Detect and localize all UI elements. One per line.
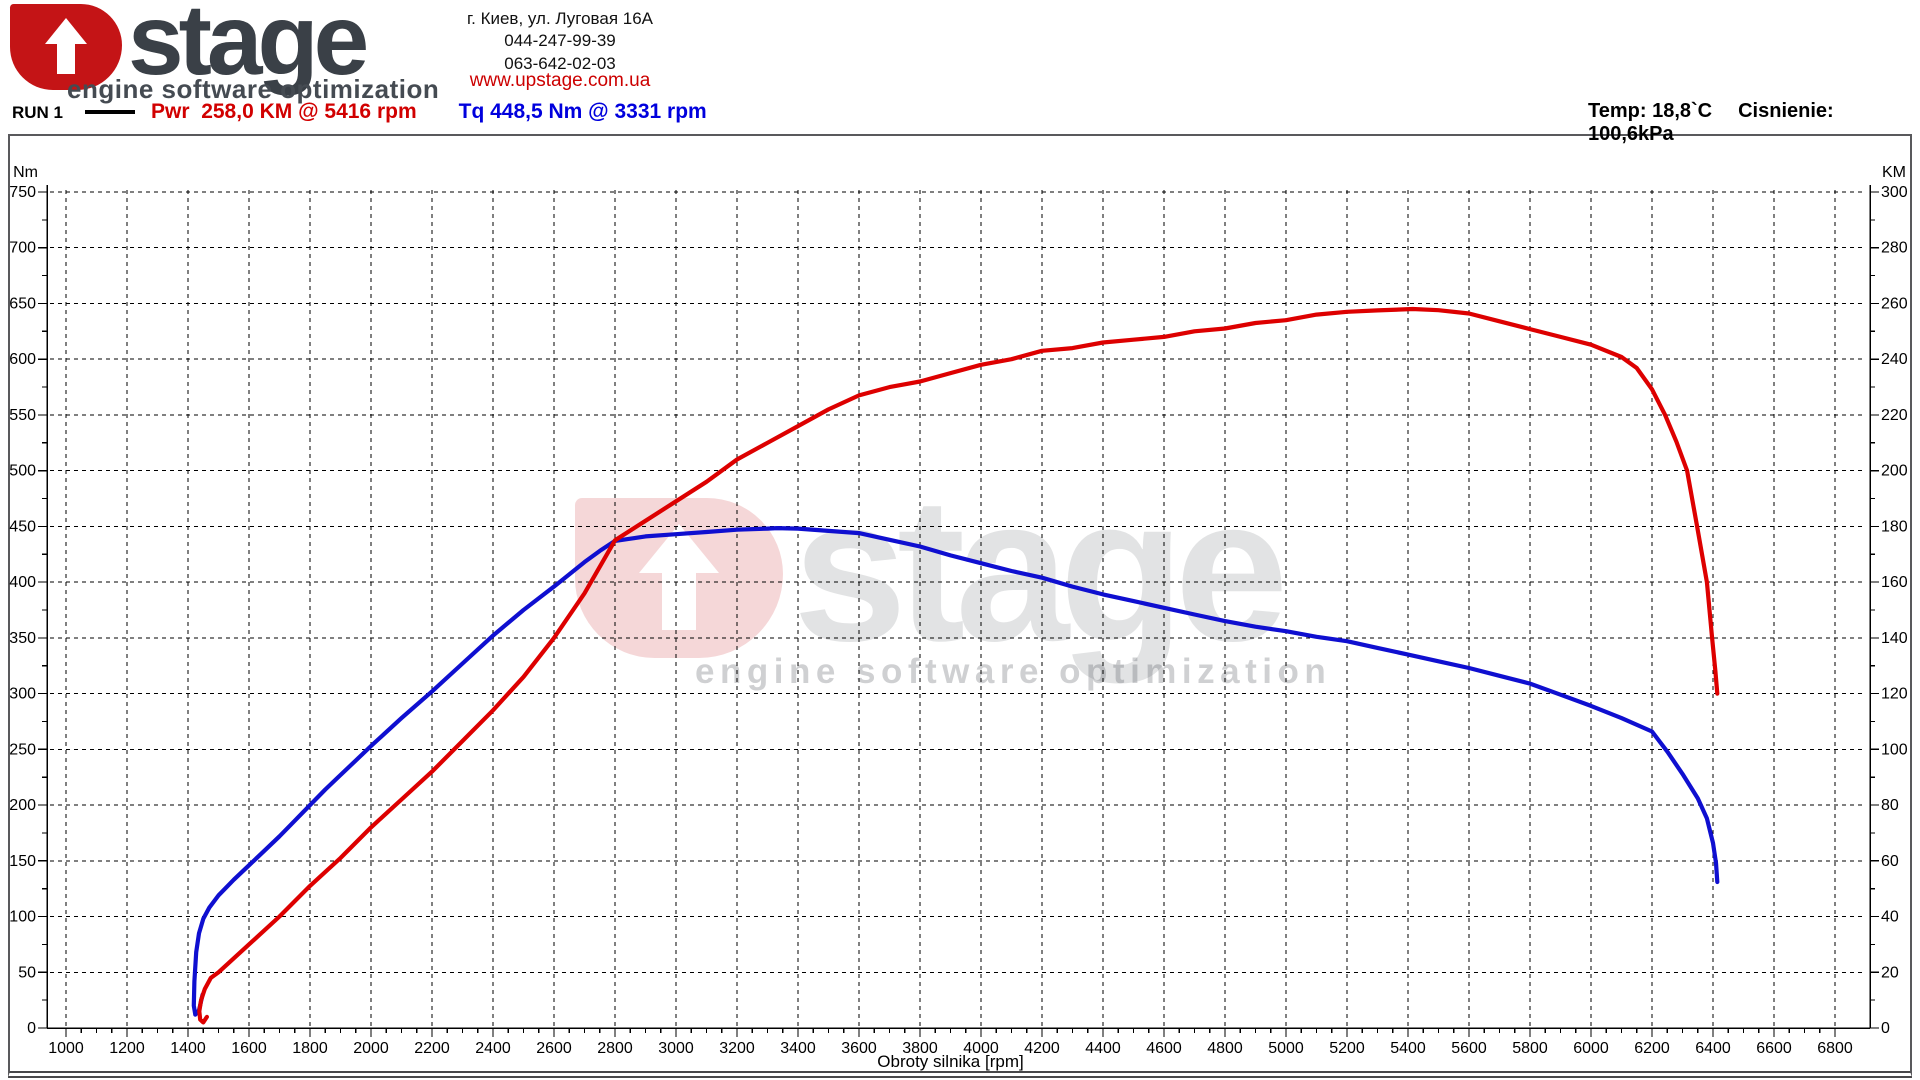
svg-text:240: 240	[1881, 351, 1908, 368]
svg-text:2800: 2800	[597, 1040, 633, 1057]
svg-text:6200: 6200	[1634, 1040, 1670, 1057]
svg-text:5400: 5400	[1390, 1040, 1426, 1057]
svg-text:450: 450	[9, 518, 36, 535]
svg-text:180: 180	[1881, 518, 1908, 535]
power-curve	[197, 306, 1720, 1025]
left-axis-unit: Nm	[13, 164, 38, 181]
svg-text:600: 600	[9, 351, 36, 368]
svg-text:2400: 2400	[475, 1040, 511, 1057]
svg-text:550: 550	[9, 407, 36, 424]
svg-text:4000: 4000	[963, 1040, 999, 1057]
chart-panel	[8, 134, 1912, 1078]
svg-text:220: 220	[1881, 407, 1908, 424]
svg-text:300: 300	[1881, 184, 1908, 201]
svg-text:80: 80	[1881, 797, 1899, 814]
svg-text:120: 120	[1881, 686, 1908, 703]
svg-text:6600: 6600	[1756, 1040, 1792, 1057]
torque-peak-readout: Tq 448,5 Nm @ 3331 rpm	[458, 100, 707, 123]
right-axis: 0 20 40 60 80 100 120 140 160 180 200 220 240 260 280 3…	[1870, 164, 1908, 1037]
pressure-readout: Cisnienie: 100,6kPa	[1588, 100, 1834, 145]
svg-text:4400: 4400	[1085, 1040, 1121, 1057]
svg-text:140: 140	[1881, 630, 1908, 647]
run-legend-line-swatch	[85, 109, 136, 114]
power-peak-readout: Pwr 258,0 KM @ 5416 rpm	[151, 100, 417, 123]
svg-text:200: 200	[9, 797, 36, 814]
svg-text:150: 150	[9, 853, 36, 870]
address-line: г. Киев, ул. Луговая 16А	[467, 9, 653, 28]
svg-text:6000: 6000	[1573, 1040, 1609, 1057]
svg-text:1600: 1600	[231, 1040, 267, 1057]
upstage-logo: stage	[10, 0, 369, 96]
phone-number: 063-642-02-03	[504, 53, 616, 73]
svg-text:3800: 3800	[902, 1040, 938, 1057]
svg-text:2000: 2000	[353, 1040, 389, 1057]
svg-text:2200: 2200	[414, 1040, 450, 1057]
svg-text:50: 50	[18, 964, 36, 981]
watermark-tagline: engine software optimization	[695, 652, 1332, 691]
svg-text:5200: 5200	[1329, 1040, 1365, 1057]
svg-text:250: 250	[9, 741, 36, 758]
x-axis: 1000 1200 1400 1600 1800 2000 2200 2400 2600 2800…	[48, 1028, 1853, 1071]
left-axis: 0 50 100 150 200 250 300 350 400 450 500 550 600 650 7…	[9, 164, 47, 1037]
svg-text:0: 0	[1881, 1020, 1890, 1037]
svg-text:3000: 3000	[658, 1040, 694, 1057]
logo-up-arrow-icon	[10, 4, 122, 90]
svg-text:400: 400	[9, 574, 36, 591]
svg-text:4200: 4200	[1024, 1040, 1060, 1057]
svg-text:0: 0	[27, 1020, 36, 1037]
svg-text:100: 100	[1881, 741, 1908, 758]
svg-text:160: 160	[1881, 574, 1908, 591]
svg-text:300: 300	[9, 686, 36, 703]
svg-text:4800: 4800	[1207, 1040, 1243, 1057]
run-label: RUN 1	[12, 103, 64, 122]
run-legend: RUN 1 Pwr 258,0 KM @ 5416 rpm Tq 448,5 Nm …	[12, 100, 707, 126]
x-axis-title: Obroty silnika [rpm]	[877, 1052, 1023, 1071]
svg-text:40: 40	[1881, 909, 1899, 926]
svg-text:700: 700	[9, 240, 36, 257]
svg-text:100: 100	[9, 909, 36, 926]
torque-curve	[191, 526, 1720, 1017]
svg-text:1000: 1000	[48, 1040, 84, 1057]
right-axis-unit: KM	[1882, 164, 1906, 181]
svg-text:750: 750	[9, 184, 36, 201]
logo-tagline: engine software optimization	[67, 74, 440, 104]
svg-text:20: 20	[1881, 964, 1899, 981]
svg-text:5600: 5600	[1451, 1040, 1487, 1057]
company-address: г. Киев, ул. Луговая 16А 044-247-99-39 0…	[400, 8, 720, 75]
svg-text:1400: 1400	[170, 1040, 206, 1057]
phone-number: 044-247-99-39	[504, 31, 616, 51]
svg-text:1800: 1800	[292, 1040, 328, 1057]
svg-text:5000: 5000	[1268, 1040, 1304, 1057]
website-link[interactable]: www.upstage.com.ua	[469, 70, 651, 91]
svg-text:3400: 3400	[780, 1040, 816, 1057]
svg-text:280: 280	[1881, 240, 1908, 257]
logo-text: stage	[128, 0, 369, 96]
svg-text:500: 500	[9, 463, 36, 480]
svg-text:5800: 5800	[1512, 1040, 1548, 1057]
svg-text:260: 260	[1881, 295, 1908, 312]
svg-text:1200: 1200	[109, 1040, 145, 1057]
svg-text:650: 650	[9, 295, 36, 312]
temperature-readout: Temp: 18,8`C	[1588, 100, 1713, 122]
svg-text:60: 60	[1881, 853, 1899, 870]
svg-text:350: 350	[9, 630, 36, 647]
svg-text:3200: 3200	[719, 1040, 755, 1057]
environment-readout: Temp: 18,8`C Cisnienie: 100,6kPa	[1588, 100, 1920, 146]
arrow-up-icon	[45, 18, 87, 44]
svg-text:4600: 4600	[1146, 1040, 1182, 1057]
axes	[46, 185, 1871, 1029]
svg-text:200: 200	[1881, 463, 1908, 480]
svg-text:2600: 2600	[536, 1040, 572, 1057]
svg-text:3600: 3600	[841, 1040, 877, 1057]
svg-text:6800: 6800	[1817, 1040, 1853, 1057]
grid	[50, 190, 1866, 1026]
svg-text:6400: 6400	[1695, 1040, 1731, 1057]
